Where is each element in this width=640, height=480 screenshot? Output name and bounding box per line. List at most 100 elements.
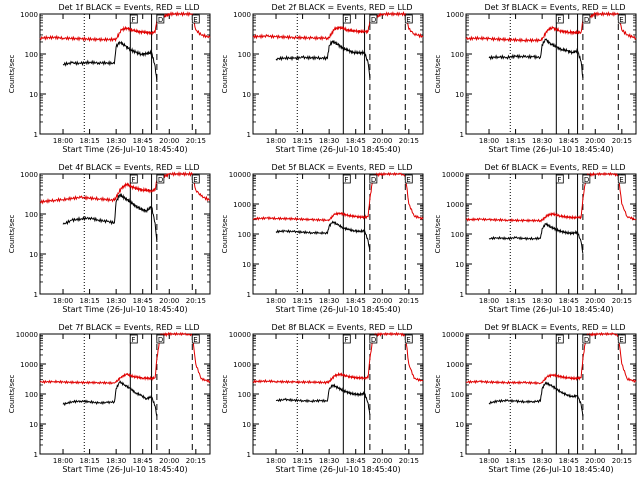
flag-marker-box: [582, 334, 591, 344]
x-tick-label: 18:15: [79, 137, 99, 145]
x-tick-label: 18:30: [106, 297, 126, 305]
x-tick-label: 18:00: [266, 457, 286, 465]
flag-marker-E: E: [406, 16, 410, 24]
flag-marker-E: E: [619, 176, 623, 184]
plot-frame: [252, 173, 424, 295]
flag-marker-box: [191, 174, 200, 184]
y-tick-label: 100: [451, 231, 464, 239]
flag-marker-box: [156, 174, 165, 184]
y-tick-label: 100: [25, 211, 38, 219]
x-axis-label: Start Time (26-Jul-10 18:45:40): [488, 305, 613, 314]
chart-panel-8: Det 8f BLACK = Events, RED = LLD 1 10 100 10…: [221, 323, 424, 474]
flag-marker-box: [369, 174, 378, 184]
y-tick-label: 1000: [20, 171, 38, 179]
x-tick-label: 18:45: [346, 297, 366, 305]
x-tick-label: 20:15: [612, 297, 632, 305]
y-tick-label: 10: [242, 421, 251, 429]
y-tick-label: 1: [247, 131, 251, 139]
x-tick-label: 18:00: [479, 137, 499, 145]
x-tick-label: 20:15: [612, 457, 632, 465]
flag-marker-box: [404, 174, 413, 184]
x-tick-label: 18:45: [559, 137, 579, 145]
chart-title: Det 9f BLACK = Events, RED = LLD: [484, 323, 625, 332]
series-line-lld: [465, 171, 637, 223]
chart-panel-6: Det 6f BLACK = Events, RED = LLD 1 10 100 10…: [434, 163, 637, 314]
x-tick-label: 18:45: [559, 457, 579, 465]
flag-marker-E: E: [406, 336, 410, 344]
y-axis-label: Counts/sec: [8, 215, 16, 254]
x-tick-label: 18:45: [346, 137, 366, 145]
x-tick-label: 18:00: [53, 297, 73, 305]
flag-marker-box: [617, 334, 626, 344]
flag-marker-F: F: [131, 16, 135, 24]
y-tick-label: 1000: [20, 11, 38, 19]
series-line-lld: [465, 10, 637, 44]
x-tick-label: 18:30: [532, 297, 552, 305]
flag-marker-box: [404, 14, 413, 24]
x-tick-label: 18:15: [505, 137, 525, 145]
y-tick-label: 10000: [442, 331, 464, 339]
x-axis-label: Start Time (26-Jul-10 18:45:40): [62, 145, 187, 154]
flag-marker-E: E: [406, 176, 410, 184]
x-tick-label: 18:30: [319, 137, 339, 145]
y-tick-label: 100: [451, 51, 464, 59]
flag-marker-box: [342, 334, 351, 344]
y-axis-label: Counts/sec: [434, 215, 442, 254]
x-tick-label: 18:15: [292, 457, 312, 465]
x-tick-label: 18:45: [133, 137, 153, 145]
y-tick-label: 1000: [233, 361, 251, 369]
y-tick-label: 1: [34, 451, 38, 459]
flag-marker-box: [404, 334, 413, 344]
x-tick-label: 20:15: [186, 137, 206, 145]
x-tick-label: 20:15: [186, 297, 206, 305]
x-tick-label: 18:15: [292, 297, 312, 305]
y-tick-label: 1: [247, 291, 251, 299]
y-axis-label: Counts/sec: [434, 55, 442, 94]
x-axis-label: Start Time (26-Jul-10 18:45:40): [275, 305, 400, 314]
y-tick-label: 1: [460, 291, 464, 299]
plot-frame: [252, 333, 424, 455]
y-tick-label: 100: [25, 391, 38, 399]
series-line-lld: [465, 331, 637, 386]
x-tick-label: 18:45: [133, 297, 153, 305]
x-tick-label: 20:15: [186, 457, 206, 465]
x-tick-label: 18:45: [559, 297, 579, 305]
series-line-lld: [252, 171, 424, 223]
x-tick-label: 20:00: [372, 137, 392, 145]
chart-title: Det 5f BLACK = Events, RED = LLD: [271, 163, 412, 172]
flag-marker-box: [342, 174, 351, 184]
chart-title: Det 7f BLACK = Events, RED = LLD: [58, 323, 199, 332]
y-tick-label: 10000: [229, 331, 251, 339]
flag-marker-box: [129, 174, 138, 184]
y-axis-label: Counts/sec: [8, 55, 16, 94]
x-tick-label: 20:15: [399, 457, 419, 465]
x-tick-label: 18:45: [133, 457, 153, 465]
chart-title: Det 6f BLACK = Events, RED = LLD: [484, 163, 625, 172]
plot-frame: [465, 333, 637, 455]
flag-marker-E: E: [619, 336, 623, 344]
flag-marker-D: D: [371, 16, 376, 24]
flag-marker-box: [582, 174, 591, 184]
flag-marker-F: F: [557, 176, 561, 184]
x-tick-label: 18:00: [53, 137, 73, 145]
y-tick-label: 10: [29, 91, 38, 99]
y-tick-label: 10000: [16, 331, 38, 339]
series-line-events: [275, 220, 371, 253]
flag-marker-D: D: [371, 336, 376, 344]
series-line-lld: [252, 11, 424, 42]
x-tick-label: 18:15: [79, 297, 99, 305]
x-axis-label: Start Time (26-Jul-10 18:45:40): [275, 145, 400, 154]
flag-marker-box: [555, 14, 564, 24]
y-tick-label: 1000: [446, 361, 464, 369]
chart-panel-2: Det 2f BLACK = Events, RED = LLD 1 10 100 10…: [221, 3, 424, 154]
y-tick-label: 10: [455, 421, 464, 429]
flag-marker-box: [555, 334, 564, 344]
y-tick-label: 10000: [229, 171, 251, 179]
x-tick-label: 20:00: [159, 137, 179, 145]
x-tick-label: 20:00: [159, 457, 179, 465]
x-tick-label: 20:00: [585, 137, 605, 145]
flag-marker-F: F: [131, 176, 135, 184]
chart-panel-4: Det 4f BLACK = Events, RED = LLD 1 10 100 10…: [8, 163, 211, 314]
y-tick-label: 1: [34, 131, 38, 139]
y-axis-label: Counts/sec: [221, 215, 229, 254]
